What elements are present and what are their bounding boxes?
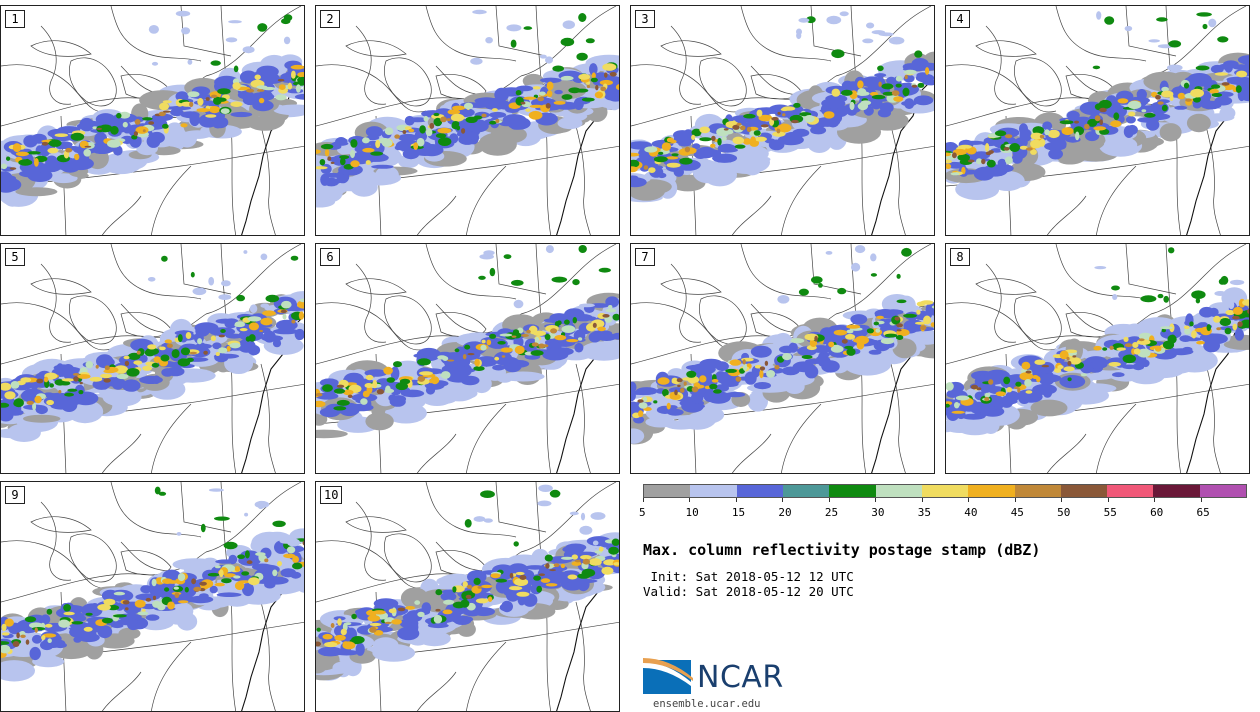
color-scale-segment xyxy=(968,485,1015,497)
ncar-swoosh-icon xyxy=(643,658,693,694)
color-scale-segment xyxy=(921,485,969,497)
init-time: Init: Sat 2018-05-12 12 UTC xyxy=(643,569,854,584)
postage-stamp-panel: 7 xyxy=(630,243,935,474)
color-scale-tick xyxy=(921,498,923,502)
color-scale-segment xyxy=(1014,485,1061,497)
color-scale-segment xyxy=(736,485,783,497)
color-scale-tick xyxy=(1061,498,1063,502)
color-scale-tick-label: 60 xyxy=(1150,506,1164,519)
color-scale-tick xyxy=(689,498,691,502)
postage-stamp-panel: 8 xyxy=(945,243,1250,474)
figure-title: Max. column reflectivity postage stamp (… xyxy=(643,541,1041,559)
postage-stamp-panel: 9 xyxy=(0,481,305,712)
color-scale-tick xyxy=(875,498,877,502)
color-scale-tick xyxy=(643,498,644,502)
member-number-label: 3 xyxy=(635,10,655,28)
color-scale-tick-label: 65 xyxy=(1196,506,1210,519)
member-number-label: 2 xyxy=(320,10,340,28)
color-scale-tick-label: 25 xyxy=(824,506,839,519)
color-scale-bar xyxy=(643,484,1247,498)
ncar-logo-text: NCAR xyxy=(697,660,784,695)
postage-stamp-panel: 10 xyxy=(315,481,620,712)
color-scale-tick-label: 5 xyxy=(639,506,646,519)
color-scale-tick xyxy=(1200,498,1202,502)
color-scale-segment xyxy=(875,485,922,497)
color-scale-tick-label: 35 xyxy=(917,506,932,519)
color-scale-tick-label: 10 xyxy=(685,506,699,519)
color-scale-tick xyxy=(1154,498,1156,502)
color-scale-tick-label: 55 xyxy=(1103,506,1117,519)
postage-stamp-panel: 1 xyxy=(0,5,305,236)
color-scale-tick-label: 15 xyxy=(731,506,746,519)
color-scale-tick xyxy=(828,498,830,502)
color-scale-tick xyxy=(1014,498,1016,502)
member-number-label: 4 xyxy=(950,10,970,28)
color-scale-tick-label: 45 xyxy=(1010,506,1024,519)
site-url: ensemble.ucar.edu xyxy=(653,698,761,710)
color-scale-segment xyxy=(690,485,737,497)
valid-time: Valid: Sat 2018-05-12 20 UTC xyxy=(643,584,854,599)
postage-stamp-panel: 2 xyxy=(315,5,620,236)
member-number-label: 10 xyxy=(320,486,343,504)
postage-stamp-panel: 4 xyxy=(945,5,1250,236)
postage-stamp-panel: 6 xyxy=(315,243,620,474)
member-number-label: 9 xyxy=(5,486,25,504)
color-scale-segment xyxy=(1060,485,1108,497)
color-scale-segment xyxy=(644,485,691,497)
member-number-label: 1 xyxy=(5,10,25,28)
color-scale-tick-label: 30 xyxy=(871,506,885,519)
color-scale-segment xyxy=(782,485,830,497)
color-scale-segment xyxy=(1107,485,1154,497)
color-scale-tick xyxy=(968,498,970,502)
color-scale-segment xyxy=(1153,485,1200,497)
color-scale-tick xyxy=(782,498,784,502)
color-scale-tick xyxy=(735,498,737,502)
color-scale-tick-label: 20 xyxy=(778,506,792,519)
postage-stamp-panel: 3 xyxy=(630,5,935,236)
color-scale-segment xyxy=(829,485,876,497)
color-scale-tick-label: 50 xyxy=(1057,506,1071,519)
member-number-label: 6 xyxy=(320,248,340,266)
member-number-label: 7 xyxy=(635,248,655,266)
member-number-label: 8 xyxy=(950,248,970,266)
color-scale-tick xyxy=(1107,498,1109,502)
postage-stamp-panel: 5 xyxy=(0,243,305,474)
color-scale-tick-label: 40 xyxy=(964,506,978,519)
member-number-label: 5 xyxy=(5,248,25,266)
color-scale-segment xyxy=(1199,485,1247,497)
ncar-logo: NCAR xyxy=(643,656,793,700)
